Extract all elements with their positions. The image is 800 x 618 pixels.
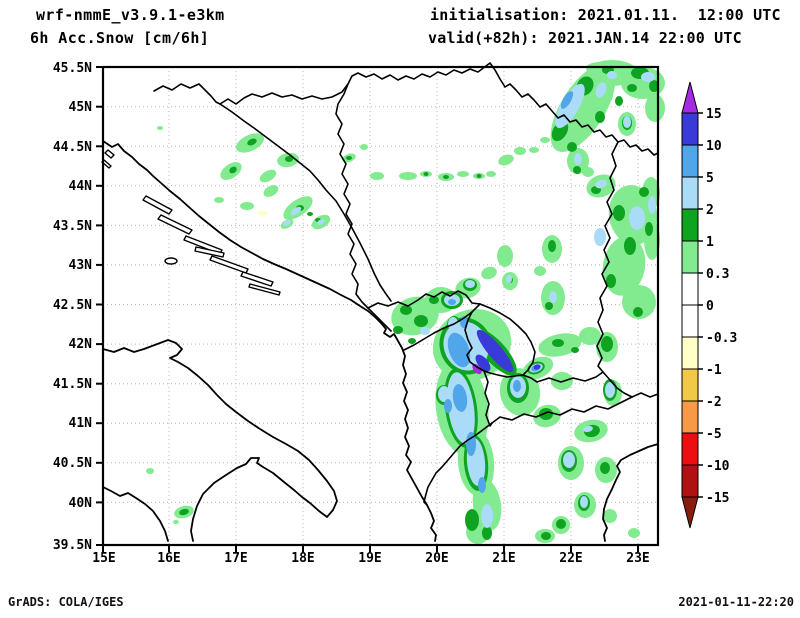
lat-label: 40.5N	[53, 456, 92, 471]
lon-label: 23E	[626, 551, 649, 566]
border-albania-macedonia	[483, 370, 493, 427]
colorbar-arrow-top	[681, 81, 699, 114]
lat-label: 39.5N	[53, 538, 92, 553]
lat-label: 41N	[69, 416, 93, 431]
shading-pale-yellow-spot	[257, 210, 267, 216]
coast-italy-tyrrhenian	[102, 486, 169, 542]
colorbar-segment	[681, 336, 699, 370]
lon-label: 19E	[358, 551, 381, 566]
border-macedonia-bulgaria	[596, 309, 633, 398]
lat-label: 40N	[69, 496, 93, 511]
lon-label: 17E	[224, 551, 247, 566]
grads-credit: GrADS: COLA/IGES	[8, 595, 124, 609]
init-time-label: initialisation: 2021.01.11. 12:00 UTC	[430, 6, 781, 24]
colorbar-label: 15	[706, 107, 722, 122]
colorbar-segment	[681, 240, 699, 274]
coastlines	[101, 140, 659, 542]
colorbar-label: 5	[706, 171, 714, 186]
colorbar-label: -2	[706, 395, 722, 410]
colorbar-arrow-bottom	[681, 496, 699, 529]
border-kosovo-south-macedonia-north	[476, 366, 604, 383]
lat-label: 44N	[69, 179, 93, 194]
lat-label: 45.5N	[53, 61, 92, 76]
border-north-croatia-serbia-romania	[153, 62, 659, 156]
colorbar-label: -5	[706, 427, 722, 442]
map-frame	[101, 65, 660, 547]
colorbar-segment	[681, 176, 699, 210]
colorbar-ticks	[698, 112, 703, 498]
snow-shading-dark-blue	[475, 329, 541, 373]
lon-label: 15E	[92, 551, 115, 566]
colorbar-label: -0.3	[706, 331, 737, 346]
colorbar-segment	[681, 272, 699, 306]
latitude-labels: 45.5N 45N 44.5N 44N 43.5N 43N 42.5N 42N …	[53, 61, 92, 553]
grid-lines	[103, 67, 658, 545]
lat-label: 45N	[69, 100, 93, 115]
coast-italy-adriatic	[102, 339, 338, 542]
coast-greece-thermaic	[602, 443, 659, 542]
colorbar-label: -15	[706, 491, 729, 506]
lat-label: 43.5N	[53, 219, 92, 234]
lat-label: 42N	[69, 337, 93, 352]
lat-label: 44.5N	[53, 140, 92, 155]
border-montenegro-serbia	[367, 290, 481, 309]
colorbar-segment	[681, 208, 699, 242]
lat-label: 43N	[69, 258, 93, 273]
island	[248, 283, 281, 296]
lon-label: 16E	[157, 551, 180, 566]
snow-shading-light-green	[146, 60, 665, 544]
border-montenegro-albania	[403, 303, 481, 351]
colorbar-segment	[681, 112, 699, 146]
border-kosovo-west	[464, 311, 478, 368]
colorbar-segment	[681, 144, 699, 178]
border-bosnia-serbia	[335, 83, 369, 309]
island	[142, 195, 173, 215]
colorbar-segment	[681, 432, 699, 466]
lon-label: 20E	[425, 551, 448, 566]
colorbar-labels: 15 10 5 2 1 0.3 0 -0.3 -1 -2 -5 -10 -15	[706, 107, 737, 506]
island	[104, 149, 115, 159]
variable-title: 6h Acc.Snow [cm/6h]	[30, 29, 210, 47]
border-serbia-bulgaria	[599, 141, 619, 311]
island	[157, 214, 193, 235]
lat-label: 42.5N	[53, 298, 92, 313]
colorbar-segment	[681, 304, 699, 338]
snow-shading-medium-blue	[444, 91, 574, 493]
island	[194, 246, 225, 258]
colorbar-label: -1	[706, 363, 722, 378]
colorbar-label: 2	[706, 203, 714, 218]
colorbar-label: -10	[706, 459, 730, 474]
colorbar-label: 1	[706, 235, 714, 250]
border-kosovo-east	[479, 303, 536, 376]
border-albania-greece	[423, 422, 493, 506]
valid-time-label: valid(+82h): 2021.JAN.14 22:00 UTC	[428, 29, 742, 47]
island	[240, 271, 274, 287]
border-bulgaria-greece	[631, 392, 659, 398]
lon-label: 22E	[559, 551, 582, 566]
colorbar-segment	[681, 464, 699, 498]
axis-ticks	[96, 66, 639, 552]
colorbar-segment	[681, 368, 699, 402]
coast-adriatic-east	[102, 140, 437, 542]
lon-label: 18E	[291, 551, 314, 566]
model-title: wrf-nmmE_v3.9.1-e3km	[36, 6, 225, 24]
lon-label: 21E	[492, 551, 515, 566]
creation-timestamp: 2021-01-11-22:20	[678, 595, 794, 609]
colorbar-label: 0.3	[706, 267, 729, 282]
border-macedonia-greece	[491, 396, 633, 424]
colorbar-label: 10	[706, 139, 722, 154]
snow-shading-purple	[472, 363, 482, 375]
island	[164, 257, 178, 265]
lat-label: 41.5N	[53, 377, 92, 392]
colorbar: 15 10 5 2 1 0.3 0 -0.3 -1 -2 -5 -10 -15	[681, 81, 737, 529]
border-montenegro-coast-link	[367, 307, 392, 332]
colorbar-segment	[681, 400, 699, 434]
border-croatia-bosnia	[219, 103, 392, 302]
colorbar-label: 0	[706, 299, 714, 314]
country-borders	[153, 62, 659, 506]
longitude-labels: 15E 16E 17E 18E 19E 20E 21E 22E 23E	[92, 551, 649, 566]
